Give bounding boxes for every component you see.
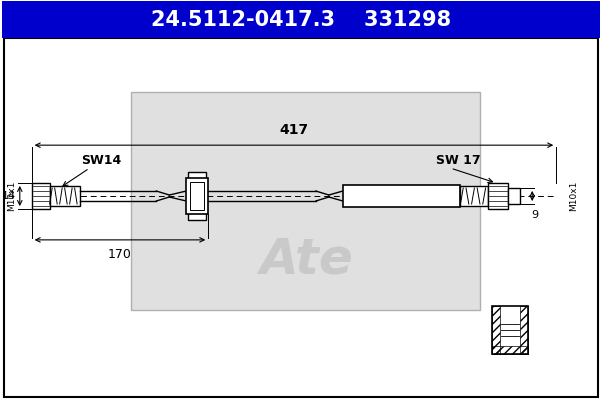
- Text: SW 17: SW 17: [436, 154, 480, 167]
- Text: M10x1: M10x1: [569, 181, 578, 211]
- Text: 14: 14: [2, 191, 16, 201]
- Bar: [186, 178, 208, 214]
- Bar: [131, 92, 481, 310]
- Bar: [460, 186, 488, 206]
- Bar: [188, 212, 206, 220]
- Text: 24.5112-0417.3    331298: 24.5112-0417.3 331298: [151, 10, 451, 30]
- Bar: [32, 183, 50, 209]
- Bar: [188, 172, 206, 180]
- Bar: [343, 185, 460, 207]
- Text: Ate: Ate: [259, 236, 353, 284]
- Bar: [2, 1, 600, 38]
- Bar: [493, 306, 528, 354]
- Bar: [50, 186, 80, 206]
- Bar: [190, 182, 204, 210]
- Bar: [488, 183, 508, 209]
- Bar: [508, 188, 520, 204]
- Text: 417: 417: [280, 123, 308, 137]
- Bar: [493, 306, 500, 354]
- Text: M10x1: M10x1: [7, 181, 16, 211]
- Text: 170: 170: [108, 248, 132, 261]
- Bar: [493, 346, 528, 354]
- Text: 9: 9: [532, 210, 539, 220]
- Text: SW14: SW14: [82, 154, 122, 167]
- Bar: [520, 306, 528, 354]
